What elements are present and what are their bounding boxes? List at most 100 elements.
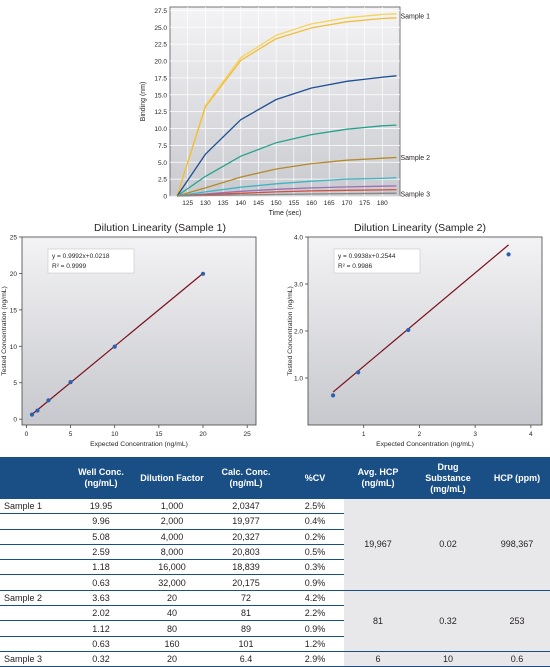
y-tick-label: 25.0 [154, 25, 167, 32]
fit-equation: y = 0.9938x+0.2544 [338, 253, 396, 260]
data-point [200, 271, 206, 276]
data-cell: 2.5% [286, 499, 344, 515]
data-cell: 1.2% [286, 636, 344, 652]
x-tick-label: 130 [200, 200, 211, 207]
data-cell: 3.63 [64, 590, 138, 607]
hcp-ppm-cell: 998,367 [484, 499, 550, 591]
y-tick-label: 7.5 [158, 143, 167, 150]
chart-title-sample2: Dilution Linearity (Sample 2) [354, 222, 486, 234]
hcp-ppm-cell: 0.6 [484, 651, 550, 667]
data-cell: 0.32 [64, 651, 138, 667]
y-tick-label: 12.5 [154, 109, 167, 116]
binding-chart: 0 2.5 5.0 7.5 10.0 12.5 15.0 17.5 20.0 22.5 25.0 27… [140, 6, 430, 217]
data-cell: 18,839 [206, 559, 286, 576]
avg-hcp-cell: 81 [344, 590, 412, 652]
y-tick-label: 20 [10, 271, 18, 278]
fit-equation: y = 0.9992x+0.0218 [52, 253, 110, 260]
series-line [176, 17, 397, 197]
header-cell: Avg. HCP (ng/mL) [344, 457, 412, 499]
data-cell: 0.2% [286, 529, 344, 545]
data-point [506, 252, 511, 257]
x-tick-label: 150 [271, 200, 282, 207]
data-cell: 2.2% [286, 605, 344, 622]
y-tick-label: 2.5 [158, 177, 167, 184]
data-cell: 2,000 [138, 513, 206, 530]
y-tick-label: 22.5 [154, 42, 167, 49]
series-line [177, 177, 397, 197]
x-tick-label: 135 [218, 200, 229, 207]
x-axis-label: Time (sec) [269, 210, 302, 217]
y-axis-label: Binding (nm) [140, 82, 147, 122]
hcp-ppm-cell: 253 [484, 590, 550, 652]
data-cell: 2.02 [64, 605, 138, 622]
x-tick-label: 10 [111, 431, 119, 438]
y-tick-label: 27.5 [154, 8, 167, 15]
x-tick-label: 140 [235, 200, 246, 207]
linearity-chart-sample2: 1.0 2.0 3.0 4.0 1 2 3 4 y = 0.9938x+0.2544 R² = 0… [287, 235, 543, 448]
data-cell: 0.3% [286, 559, 344, 576]
y-tick-label: 2.0 [294, 329, 303, 336]
equation-box [333, 248, 421, 274]
y-tick-label: 4.0 [294, 235, 303, 242]
data-point [68, 380, 73, 385]
x-tick-label: 170 [341, 200, 352, 207]
data-cell: 0.4% [286, 513, 344, 530]
sample-label-cell [0, 529, 64, 545]
sample-label-cell: Sample 3 [0, 651, 64, 667]
data-cell: 5.08 [64, 529, 138, 545]
x-axis-label: Expected Concentration (ng/mL) [376, 441, 474, 448]
sample-label-cell [0, 620, 64, 637]
regression-line [332, 244, 509, 393]
x-tick-label: 155 [288, 200, 299, 207]
data-cell: 6.4 [206, 651, 286, 667]
data-cell: 80 [138, 620, 206, 637]
drug-substance-cell: 0.02 [412, 499, 484, 591]
data-point [356, 370, 361, 375]
sample-label-cell [0, 605, 64, 622]
table-row: 5.08 4,000 20,327 0.2% [0, 529, 550, 545]
series-line [176, 13, 397, 197]
header-cell: Drug Substance (mg/mL) [412, 457, 484, 499]
data-cell: 4,000 [138, 529, 206, 545]
data-cell: 9.96 [64, 513, 138, 530]
x-tick-label: 125 [182, 200, 193, 207]
series-line [177, 192, 397, 197]
y-axis-label: Tested Concentration (ng/mL) [287, 286, 294, 376]
equation-box [47, 248, 135, 274]
data-cell: 0.9% [286, 620, 344, 637]
y-tick-label: 1.0 [294, 376, 303, 383]
x-tick-label: 20 [199, 431, 207, 438]
drug-substance-cell: 0.32 [412, 590, 484, 652]
data-cell: 2.9% [286, 651, 344, 667]
data-cell: 20,327 [206, 529, 286, 545]
table-row: Sample 1 19.95 1,000 2,0347 2.5% 19,967 0.02 99… [0, 499, 550, 591]
header-cell: Dilution Factor [138, 457, 206, 499]
table-body: Sample 1 19.95 1,000 2,0347 2.5% 19,967 0.02 99… [0, 499, 550, 667]
data-cell: 19,977 [206, 513, 286, 530]
data-cell: 19.95 [64, 499, 138, 515]
data-cell: 2,0347 [206, 499, 286, 515]
header-cell: %CV [286, 457, 344, 499]
table-row: 2.02 40 81 2.2% [0, 605, 550, 622]
x-tick-label: 2 [418, 431, 422, 438]
data-cell: 20,803 [206, 544, 286, 561]
series-line [176, 156, 397, 197]
data-point [35, 408, 40, 413]
y-tick-label: 0 [163, 194, 167, 201]
x-tick-label: 1 [362, 431, 366, 438]
x-tick-label: 160 [306, 200, 317, 207]
header-cell: HCP (ppm) [484, 457, 550, 499]
series-line [177, 188, 397, 197]
data-cell: 1,000 [138, 499, 206, 515]
header-cell: Calc. Conc. (ng/mL) [206, 457, 286, 499]
data-point [29, 412, 35, 417]
table-row: 1.18 16,000 18,839 0.3% [0, 559, 550, 576]
data-cell: 40 [138, 605, 206, 622]
table-row: 9.96 2,000 19,977 0.4% [0, 513, 550, 530]
x-tick-label: 25 [244, 431, 252, 438]
table-row: 0.63 32,000 20,175 0.9% [0, 574, 550, 591]
y-tick-label: 5.0 [158, 160, 167, 167]
data-cell: 2.59 [64, 544, 138, 561]
data-cell: 81 [206, 605, 286, 622]
x-tick-label: 165 [324, 200, 335, 207]
